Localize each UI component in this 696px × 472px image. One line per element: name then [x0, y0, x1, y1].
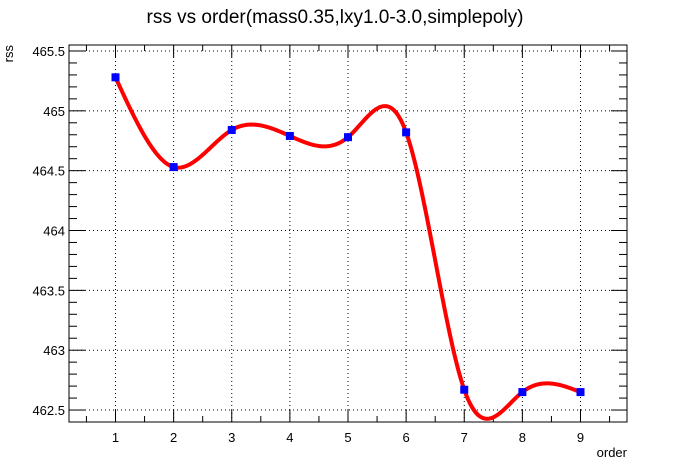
grid	[69, 45, 627, 422]
axes: 1 2 3 4 5 6 7 8 9 462.5 463 463.5 464 464.5 465 465.5	[32, 44, 627, 445]
y-axis-label: rss	[1, 45, 16, 63]
chart-title: rss vs order(mass0.35,lxy1.0-3.0,simplep…	[147, 7, 524, 28]
x-tick-label: 2	[170, 430, 177, 445]
data-point	[285, 131, 294, 140]
x-tick-label: 7	[461, 430, 468, 445]
y-tick-label: 463.5	[32, 283, 65, 298]
y-tick-label: 464	[43, 224, 65, 239]
y-tick-label: 465	[43, 104, 65, 119]
data-point	[344, 133, 352, 142]
series-line	[113, 76, 582, 421]
x-tick-label: 1	[112, 430, 119, 445]
data-point	[518, 388, 527, 397]
series-layer	[111, 73, 585, 421]
x-tick-label: 6	[403, 430, 410, 445]
data-point	[460, 385, 469, 394]
y-tick-label: 462.5	[32, 403, 65, 418]
data-point	[111, 73, 120, 82]
x-tick-label: 3	[228, 430, 235, 445]
y-tick-label: 464.5	[32, 164, 65, 179]
data-point	[576, 388, 585, 397]
x-tick-label: 9	[577, 430, 584, 445]
x-tick-label: 5	[344, 430, 351, 445]
data-point	[169, 163, 178, 172]
y-tick-label: 465.5	[32, 44, 65, 59]
x-axis-label: order	[597, 445, 628, 460]
x-tick-label: 4	[286, 430, 293, 445]
data-point	[402, 128, 411, 137]
data-point	[227, 125, 236, 134]
y-tick-label: 463	[43, 343, 65, 358]
x-tick-label: 8	[519, 430, 526, 445]
